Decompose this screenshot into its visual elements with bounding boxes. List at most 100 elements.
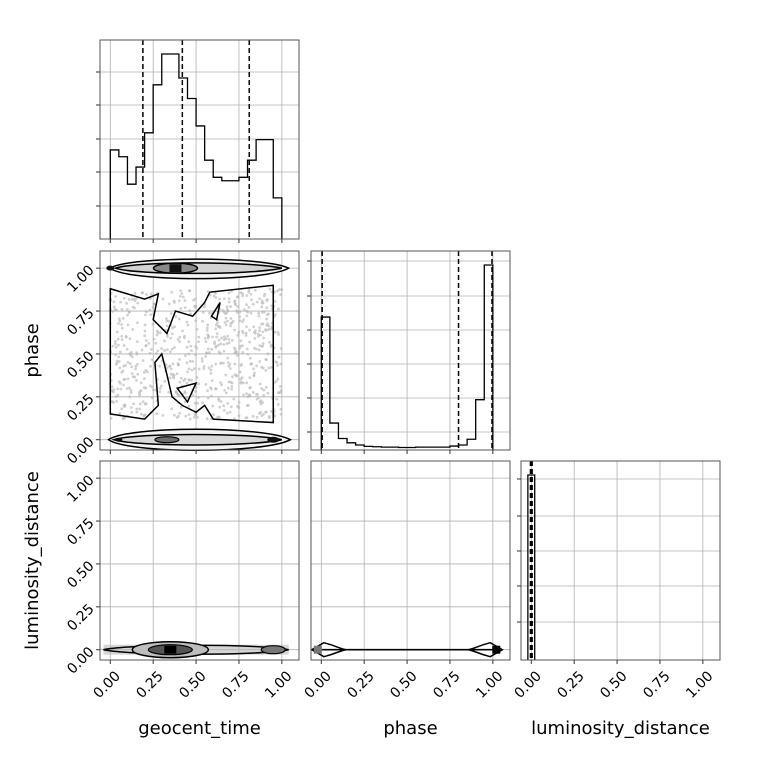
scatter-point — [256, 332, 260, 336]
scatter-point — [143, 323, 147, 327]
scatter-point — [156, 331, 160, 334]
scatter-point — [120, 370, 124, 374]
x-axis-label: luminosity_distance — [531, 718, 710, 739]
scatter-point — [259, 411, 263, 414]
scatter-point — [118, 411, 122, 415]
scatter-point — [140, 291, 144, 295]
scatter-point — [255, 392, 258, 396]
scatter-point — [245, 294, 249, 297]
scatter-point — [149, 292, 153, 296]
scatter-point — [125, 387, 129, 390]
scatter-point — [202, 365, 206, 368]
scatter-point — [273, 330, 277, 334]
scatter-point — [139, 381, 143, 385]
scatter-point — [270, 410, 273, 413]
scatter-point — [122, 378, 126, 381]
scatter-point — [264, 358, 268, 362]
scatter-point — [117, 355, 121, 359]
scatter-point — [139, 412, 143, 416]
scatter-point — [224, 391, 228, 395]
scatter-point — [194, 390, 197, 393]
scatter-point — [258, 382, 262, 386]
scatter-point — [266, 322, 270, 326]
scatter-point — [214, 344, 218, 348]
scatter-point — [265, 306, 269, 310]
scatter-point — [220, 383, 224, 387]
scatter-point — [116, 337, 120, 341]
scatter-point — [110, 385, 114, 389]
scatter-point — [258, 329, 261, 333]
scatter-point — [229, 322, 233, 325]
scatter-point — [129, 406, 133, 409]
scatter-point — [245, 347, 249, 351]
scatter-point — [267, 327, 271, 331]
scatter-point — [262, 393, 266, 397]
scatter-point — [210, 364, 214, 368]
scatter-point — [149, 313, 153, 316]
panel-frame — [520, 460, 721, 661]
scatter-point — [218, 297, 221, 301]
scatter-point — [229, 324, 232, 328]
scatter-point — [238, 370, 242, 374]
scatter-point — [144, 344, 148, 348]
y-tick-label: 0.50 — [64, 558, 97, 591]
scatter-point — [133, 292, 137, 295]
scatter-point — [261, 330, 265, 334]
scatter-point — [262, 336, 266, 340]
scatter-point — [260, 387, 264, 390]
scatter-point — [177, 317, 181, 321]
scatter-point — [217, 397, 221, 401]
scatter-point — [214, 296, 218, 299]
y-tick-label: 0.25 — [64, 391, 97, 424]
scatter-point — [187, 378, 191, 382]
scatter-point — [242, 393, 245, 397]
scatter-point — [224, 373, 228, 377]
scatter-point — [277, 288, 281, 291]
scatter-point — [233, 299, 237, 303]
text-layer: 0.00 0.25 0.50 0.75 1.00 0.00 0.25 0.50 0.75 1.00… — [22, 262, 716, 739]
scatter-point — [182, 336, 186, 340]
scatter-point — [214, 327, 218, 331]
scatter-point — [170, 407, 174, 411]
scatter-point — [226, 334, 230, 338]
scatter-point — [142, 370, 146, 374]
scatter-point — [188, 359, 192, 363]
scatter-point — [209, 372, 213, 375]
scatter-point — [168, 350, 172, 354]
scatter-point — [252, 373, 256, 377]
x-tick-label: 0.25 — [554, 668, 587, 701]
scatter-point — [139, 389, 143, 392]
scatter-point — [126, 323, 130, 327]
scatter-point — [268, 287, 272, 291]
scatter-point — [135, 407, 139, 411]
x-tick-label: 0.75 — [640, 668, 673, 701]
scatter-point — [218, 405, 222, 409]
contour-left — [310, 641, 347, 658]
scatter-point — [267, 340, 271, 344]
scatter-point — [202, 305, 206, 309]
scatter-point — [135, 410, 139, 414]
scatter-point — [222, 343, 226, 346]
scatter-point — [149, 364, 152, 368]
scatter-point — [247, 288, 251, 292]
scatter-point — [156, 349, 160, 353]
scatter-point — [208, 386, 212, 390]
scatter-point — [259, 399, 263, 403]
scatter-point — [266, 391, 270, 395]
x-axis-label: geocent_time — [138, 718, 261, 739]
scatter-point — [255, 300, 259, 304]
scatter-point — [183, 306, 187, 310]
scatter-point — [260, 310, 264, 314]
scatter-point — [189, 312, 192, 316]
scatter-point — [116, 393, 120, 397]
scatter-point — [171, 326, 175, 330]
scatter-point — [117, 322, 120, 325]
scatter-point — [171, 375, 175, 378]
scatter-point — [261, 301, 265, 305]
scatter-point — [234, 350, 238, 354]
scatter-point — [143, 402, 147, 406]
scatter-point — [206, 335, 210, 338]
scatter-point — [263, 292, 267, 296]
panel-frame — [99, 250, 300, 451]
scatter-point — [206, 347, 210, 351]
